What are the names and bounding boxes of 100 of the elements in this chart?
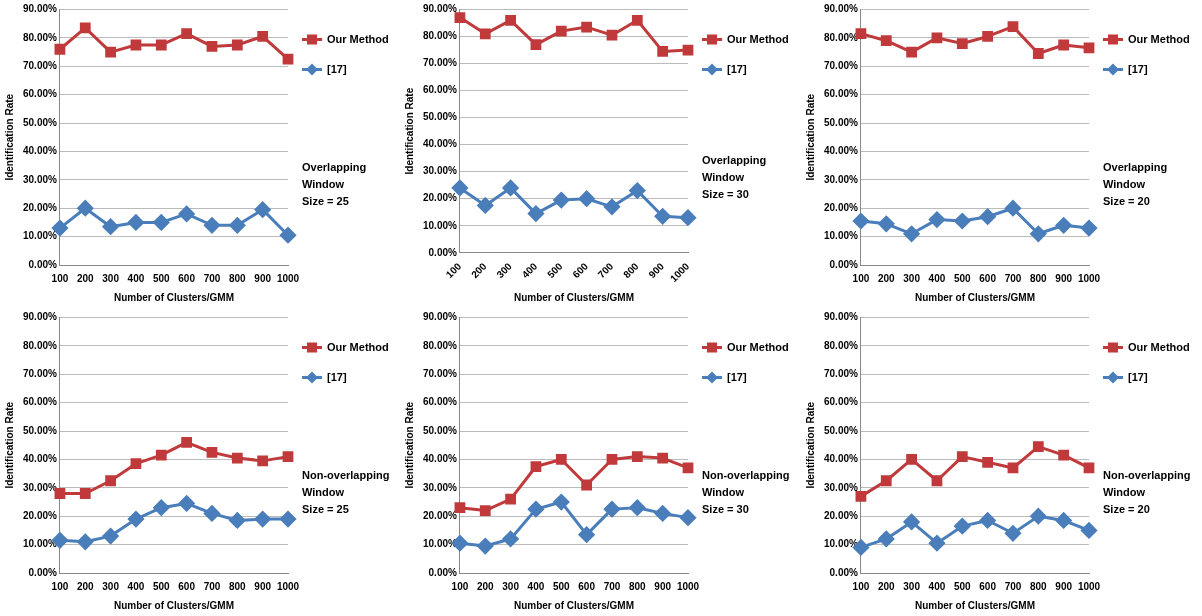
point (581, 479, 593, 491)
y-tick-label: 70.00% (823, 368, 859, 380)
point (553, 494, 570, 511)
y-tick-label: 90.00% (422, 311, 458, 323)
point (555, 454, 567, 465)
x-tick-label: 1000 (676, 580, 700, 592)
point (477, 538, 494, 555)
point (555, 25, 567, 37)
point (254, 201, 271, 218)
x-tick-label: 200 (76, 272, 95, 284)
y-axis-title: Identification Rate (403, 87, 415, 175)
point (581, 21, 593, 33)
x-tick-label: 900 (1055, 272, 1073, 284)
x-tick-label: 500 (152, 272, 171, 284)
y-tick-label: 40.00% (22, 453, 58, 465)
y-tick-label: 0.00% (428, 566, 458, 578)
y-tick-label: 70.00% (22, 368, 58, 380)
y-tick-label: 40.00% (22, 145, 58, 157)
y-tick-label: 80.00% (823, 31, 859, 43)
y-axis-title: Identification Rate (804, 93, 816, 181)
point (454, 12, 466, 23)
point (229, 512, 246, 529)
point (680, 209, 696, 226)
x-tick-label: 100 (443, 260, 464, 281)
point (257, 455, 269, 467)
y-tick-label: 40.00% (823, 145, 859, 157)
point (954, 213, 971, 229)
x-tick-label: 900 (654, 580, 672, 592)
point (54, 43, 66, 55)
x-tick-label: 100 (51, 272, 69, 284)
point (280, 511, 296, 528)
y-tick-label: 60.00% (422, 396, 458, 408)
y-axis-title: Identification Rate (3, 93, 15, 181)
point (155, 39, 167, 51)
point (153, 214, 170, 231)
point (852, 213, 869, 229)
point (606, 454, 618, 465)
x-tick-label: 200 (877, 580, 896, 592)
x-tick-label: 200 (469, 260, 489, 281)
point (928, 211, 945, 228)
text: Overlapping Window Size = 30 (702, 154, 767, 200)
x-tick-label: 800 (1029, 272, 1048, 284)
y-tick-label: 80.00% (22, 31, 58, 43)
x-tick-label: 300 (102, 580, 120, 592)
y-tick-label: 30.00% (823, 173, 859, 185)
y-tick-label: 70.00% (422, 368, 458, 380)
y-tick-label: 60.00% (422, 84, 458, 96)
x-tick-label: 300 (102, 272, 120, 284)
legend-label: [17] (727, 62, 747, 75)
legend-label: Our Method (327, 340, 389, 353)
point (77, 533, 94, 550)
point (231, 452, 243, 464)
x-tick-label: 800 (228, 272, 247, 284)
x-tick-label: 500 (152, 580, 171, 592)
x-tick-label: 100 (51, 580, 69, 592)
x-tick-label: 200 (76, 580, 95, 592)
x-tick-label: 500 (953, 580, 972, 592)
y-tick-label: 10.00% (422, 219, 458, 231)
point (654, 505, 671, 522)
y-tick-label: 60.00% (22, 88, 58, 100)
y-tick-label: 20.00% (823, 509, 859, 521)
y-tick-label: 60.00% (823, 396, 859, 408)
y-tick-label: 0.00% (428, 246, 458, 258)
legend-label: Our Method (1128, 340, 1190, 353)
x-tick-label: 500 (552, 580, 571, 592)
y-tick-label: 50.00% (22, 116, 58, 128)
point (102, 218, 119, 235)
legend-label: [17] (327, 370, 347, 383)
x-tick-label: 200 (476, 580, 495, 592)
y-tick-label: 30.00% (22, 481, 58, 493)
point (603, 501, 620, 518)
point (603, 198, 620, 215)
y-tick-label: 20.00% (422, 509, 458, 521)
y-tick-label: 10.00% (823, 538, 859, 550)
y-tick-label: 60.00% (22, 396, 58, 408)
point (631, 14, 643, 26)
point (682, 44, 694, 56)
point (982, 456, 994, 468)
point (181, 437, 193, 448)
x-tick-label: 300 (494, 260, 515, 281)
x-tick-label: 600 (570, 260, 591, 281)
y-tick-label: 90.00% (422, 3, 458, 15)
point (1055, 217, 1072, 234)
point (105, 46, 116, 58)
x-axis-title: Number of Clusters/GMM (113, 291, 234, 303)
y-tick-label: 50.00% (22, 424, 58, 436)
y-tick-label: 90.00% (823, 3, 859, 15)
y-tick-label: 10.00% (823, 230, 859, 242)
point (527, 205, 544, 222)
legend-label: Our Method (727, 340, 789, 353)
point (79, 488, 91, 499)
y-axis-title: Identification Rate (804, 401, 816, 489)
x-tick-label: 700 (595, 260, 616, 281)
x-tick-label: 1000 (1077, 580, 1101, 592)
point (127, 511, 144, 528)
point (657, 46, 669, 57)
y-axis-title: Identification Rate (403, 401, 415, 489)
x-tick-label: 300 (502, 580, 520, 592)
x-tick-label: 600 (178, 272, 196, 284)
x-tick-label: 700 (203, 272, 221, 284)
